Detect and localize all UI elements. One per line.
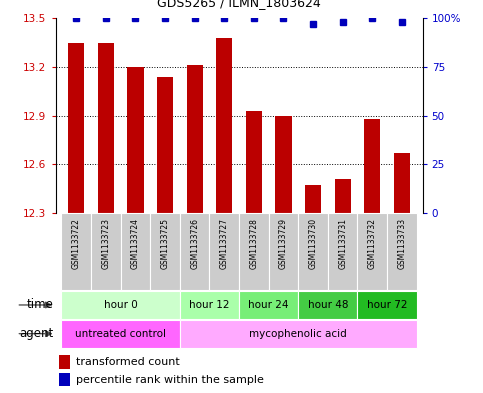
Bar (275, 116, 292, 393)
Bar (269, 213, 298, 290)
Text: hour 0: hour 0 (104, 300, 138, 310)
Text: GSM1133726: GSM1133726 (190, 218, 199, 269)
Text: GSM1133727: GSM1133727 (220, 218, 229, 269)
Bar (357, 213, 387, 290)
Bar (150, 213, 180, 290)
Text: time: time (26, 298, 53, 312)
Bar (61, 213, 91, 290)
Text: percentile rank within the sample: percentile rank within the sample (76, 375, 264, 385)
Bar (210, 213, 239, 290)
Text: GDS5265 / ILMN_1803624: GDS5265 / ILMN_1803624 (157, 0, 321, 9)
Bar (394, 153, 410, 393)
Bar (298, 291, 357, 319)
Bar (186, 66, 203, 393)
Bar (121, 213, 150, 290)
Text: GSM1133728: GSM1133728 (249, 218, 258, 269)
Text: agent: agent (19, 327, 53, 340)
Bar (298, 213, 328, 290)
Text: GSM1133730: GSM1133730 (309, 218, 318, 269)
Text: GSM1133732: GSM1133732 (368, 218, 377, 269)
Bar (68, 43, 85, 393)
Bar (59, 373, 70, 386)
Bar (128, 67, 143, 393)
Bar (239, 291, 298, 319)
Text: GSM1133733: GSM1133733 (398, 218, 406, 269)
Bar (305, 185, 321, 393)
Bar (357, 291, 417, 319)
Text: transformed count: transformed count (76, 357, 180, 367)
Text: GSM1133723: GSM1133723 (101, 218, 111, 269)
Bar (180, 291, 239, 319)
Bar (387, 213, 417, 290)
Text: GSM1133722: GSM1133722 (72, 218, 81, 269)
Bar (328, 213, 357, 290)
Bar (246, 111, 262, 393)
Text: GSM1133725: GSM1133725 (160, 218, 170, 269)
Bar (98, 43, 114, 393)
Bar (335, 179, 351, 393)
Bar (180, 320, 417, 348)
Bar (180, 213, 210, 290)
Text: hour 72: hour 72 (367, 300, 407, 310)
Text: untreated control: untreated control (75, 329, 166, 339)
Bar (157, 77, 173, 393)
Bar (239, 213, 269, 290)
Bar (216, 38, 232, 393)
Text: mycophenolic acid: mycophenolic acid (249, 329, 347, 339)
Text: GSM1133731: GSM1133731 (338, 218, 347, 269)
Bar (91, 213, 121, 290)
Bar (61, 291, 180, 319)
Bar (59, 355, 70, 369)
Text: hour 12: hour 12 (189, 300, 230, 310)
Bar (364, 119, 381, 393)
Text: hour 24: hour 24 (248, 300, 289, 310)
Text: GSM1133724: GSM1133724 (131, 218, 140, 269)
Text: hour 48: hour 48 (308, 300, 348, 310)
Bar (61, 320, 180, 348)
Text: GSM1133729: GSM1133729 (279, 218, 288, 269)
